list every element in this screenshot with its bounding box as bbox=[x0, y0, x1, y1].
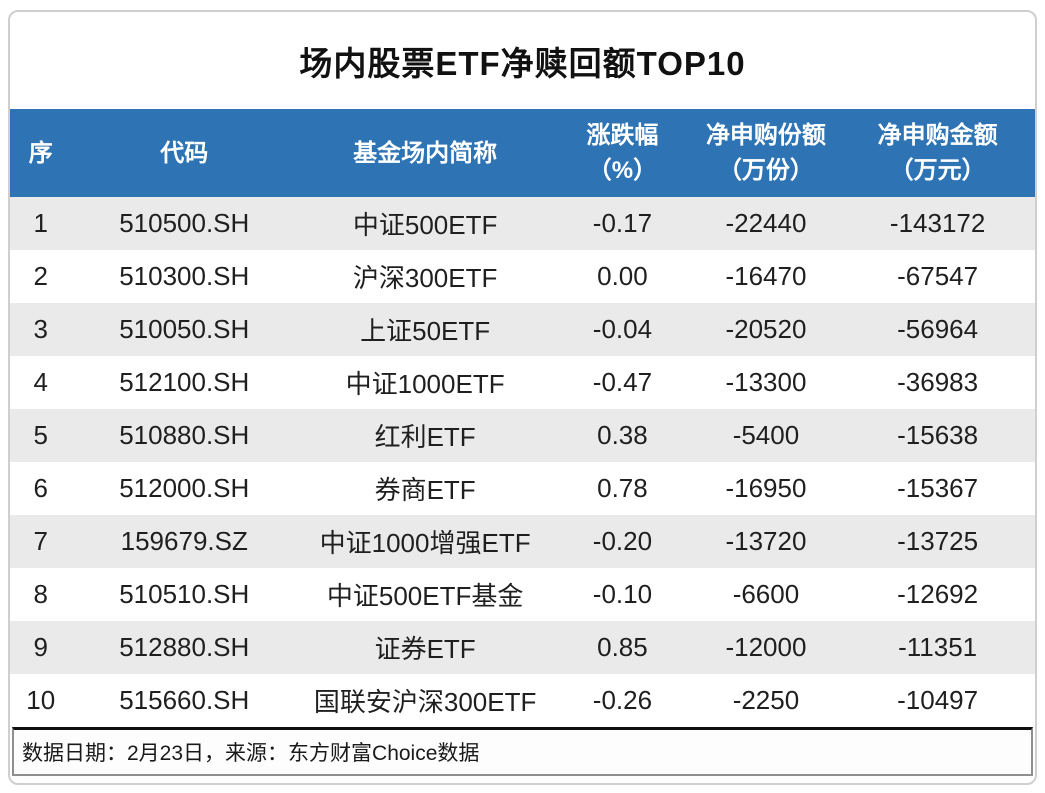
cell-shares: -5400 bbox=[732, 420, 800, 450]
col-header-amount-line2: （万元） bbox=[889, 157, 986, 184]
cell-shares: -16470 bbox=[725, 261, 807, 291]
cell-name: 券商ETF bbox=[374, 475, 476, 505]
cell-no: 9 bbox=[33, 632, 48, 662]
cell-no: 7 bbox=[33, 526, 48, 556]
cell-change: 0.78 bbox=[597, 473, 648, 503]
cell-name: 沪深300ETF bbox=[352, 263, 498, 293]
col-header-name: 基金场内简称 bbox=[297, 109, 554, 197]
cell-code: 512100.SH bbox=[119, 367, 250, 397]
cell-amount: -15367 bbox=[897, 473, 979, 503]
cell-shares: -16950 bbox=[725, 473, 807, 503]
etf-table: 序 代码 基金场内简称 bbox=[10, 109, 1035, 727]
cell-amount: -10497 bbox=[897, 685, 979, 715]
cell-code: 510880.SH bbox=[119, 420, 250, 450]
table-row: 10 515660.SH 国联安沪深300ETF -0.26 -2250 -10… bbox=[10, 674, 1035, 727]
footer-note: 数据日期：2月23日，来源：东方财富Choice数据 bbox=[22, 742, 480, 765]
cell-amount: -143172 bbox=[889, 208, 986, 238]
cell-code: 510050.SH bbox=[119, 314, 250, 344]
col-header-amount-line1: 净申购金额 bbox=[877, 122, 998, 149]
table-row: 4 512100.SH 中证1000ETF -0.47 -13300 -3698… bbox=[10, 356, 1035, 409]
cell-shares: -13300 bbox=[725, 367, 807, 397]
cell-name: 证券ETF bbox=[374, 634, 476, 664]
cell-no: 3 bbox=[33, 314, 48, 344]
cell-code: 512880.SH bbox=[119, 632, 250, 662]
cell-no: 8 bbox=[33, 579, 48, 609]
col-header-name-line1: 基金场内简称 bbox=[353, 139, 498, 167]
table-row: 3 510050.SH 上证50ETF -0.04 -20520 -56964 bbox=[10, 303, 1035, 356]
cell-shares: -22440 bbox=[725, 208, 807, 238]
cell-name: 中证500ETF基金 bbox=[326, 581, 524, 611]
cell-name: 中证1000增强ETF bbox=[319, 528, 531, 558]
cell-change: -0.47 bbox=[592, 367, 653, 397]
page-title: 场内股票ETF净赎回额TOP10 bbox=[299, 44, 746, 82]
cell-amount: -36983 bbox=[897, 367, 979, 397]
cell-change: 0.38 bbox=[597, 420, 648, 450]
col-header-code: 代码 bbox=[71, 109, 297, 197]
col-header-code-line1: 代码 bbox=[160, 139, 209, 167]
footer-source-bar: 数据日期：2月23日，来源：东方财富Choice数据 bbox=[12, 727, 1033, 776]
cell-shares: -6600 bbox=[732, 579, 800, 609]
table-row: 9 512880.SH 证券ETF 0.85 -12000 -11351 bbox=[10, 621, 1035, 674]
cell-change: 0.85 bbox=[597, 632, 648, 662]
col-header-no-line1: 序 bbox=[28, 139, 53, 167]
cell-shares: -20520 bbox=[725, 314, 807, 344]
col-header-no: 序 bbox=[10, 109, 72, 197]
cell-amount: -11351 bbox=[898, 632, 978, 662]
cell-name: 中证500ETF bbox=[352, 210, 498, 240]
cell-no: 4 bbox=[33, 367, 48, 397]
cell-no: 5 bbox=[33, 420, 48, 450]
cell-code: 510510.SH bbox=[119, 579, 250, 609]
table-row: 6 512000.SH 券商ETF 0.78 -16950 -15367 bbox=[10, 462, 1035, 515]
table-header-row: 序 代码 基金场内简称 bbox=[10, 109, 1035, 197]
cell-change: -0.17 bbox=[592, 208, 653, 238]
table-body: 1 510500.SH 中证500ETF -0.17 -22440 -14317… bbox=[10, 197, 1035, 727]
table-row: 5 510880.SH 红利ETF 0.38 -5400 -15638 bbox=[10, 409, 1035, 462]
cell-amount: -56964 bbox=[897, 314, 979, 344]
cell-change: -0.10 bbox=[592, 579, 653, 609]
etf-table-card: 场内股票ETF净赎回额TOP10 序 代码 bbox=[8, 10, 1037, 785]
col-header-shares: 净申购份额 （万份） bbox=[691, 109, 841, 197]
col-header-shares-line1: 净申购份额 bbox=[705, 122, 826, 149]
col-header-change-line2: （%） bbox=[587, 157, 658, 184]
cell-shares: -2250 bbox=[732, 685, 800, 715]
table-row: 1 510500.SH 中证500ETF -0.17 -22440 -14317… bbox=[10, 197, 1035, 250]
cell-change: -0.04 bbox=[592, 314, 653, 344]
cell-code: 159679.SZ bbox=[120, 526, 248, 556]
cell-name: 红利ETF bbox=[374, 422, 476, 452]
table-row: 8 510510.SH 中证500ETF基金 -0.10 -6600 -1269… bbox=[10, 568, 1035, 621]
cell-amount: -15638 bbox=[897, 420, 979, 450]
cell-code: 510500.SH bbox=[119, 208, 250, 238]
cell-change: -0.20 bbox=[592, 526, 653, 556]
cell-amount: -13725 bbox=[897, 526, 979, 556]
cell-change: 0.00 bbox=[597, 261, 648, 291]
col-header-amount: 净申购金额 （万元） bbox=[840, 109, 1035, 197]
cell-name: 国联安沪深300ETF bbox=[313, 687, 537, 717]
cell-no: 1 bbox=[33, 208, 48, 238]
cell-amount: -12692 bbox=[897, 579, 979, 609]
cell-amount: -67547 bbox=[897, 261, 979, 291]
cell-name: 中证1000ETF bbox=[345, 369, 505, 399]
cell-code: 510300.SH bbox=[119, 261, 250, 291]
cell-no: 2 bbox=[33, 261, 48, 291]
col-header-shares-line2: （万份） bbox=[717, 157, 814, 184]
table-row: 7 159679.SZ 中证1000增强ETF -0.20 -13720 -13… bbox=[10, 515, 1035, 568]
cell-no: 6 bbox=[33, 473, 48, 503]
cell-shares: -13720 bbox=[725, 526, 807, 556]
cell-name: 上证50ETF bbox=[360, 316, 491, 346]
cell-no: 10 bbox=[26, 685, 56, 715]
table-row: 2 510300.SH 沪深300ETF 0.00 -16470 -67547 bbox=[10, 250, 1035, 303]
cell-code: 512000.SH bbox=[119, 473, 250, 503]
col-header-change-line1: 涨跌幅 bbox=[586, 122, 659, 149]
cell-change: -0.26 bbox=[592, 685, 653, 715]
cell-shares: -12000 bbox=[725, 632, 807, 662]
cell-code: 515660.SH bbox=[119, 685, 250, 715]
col-header-change: 涨跌幅 （%） bbox=[553, 109, 692, 197]
